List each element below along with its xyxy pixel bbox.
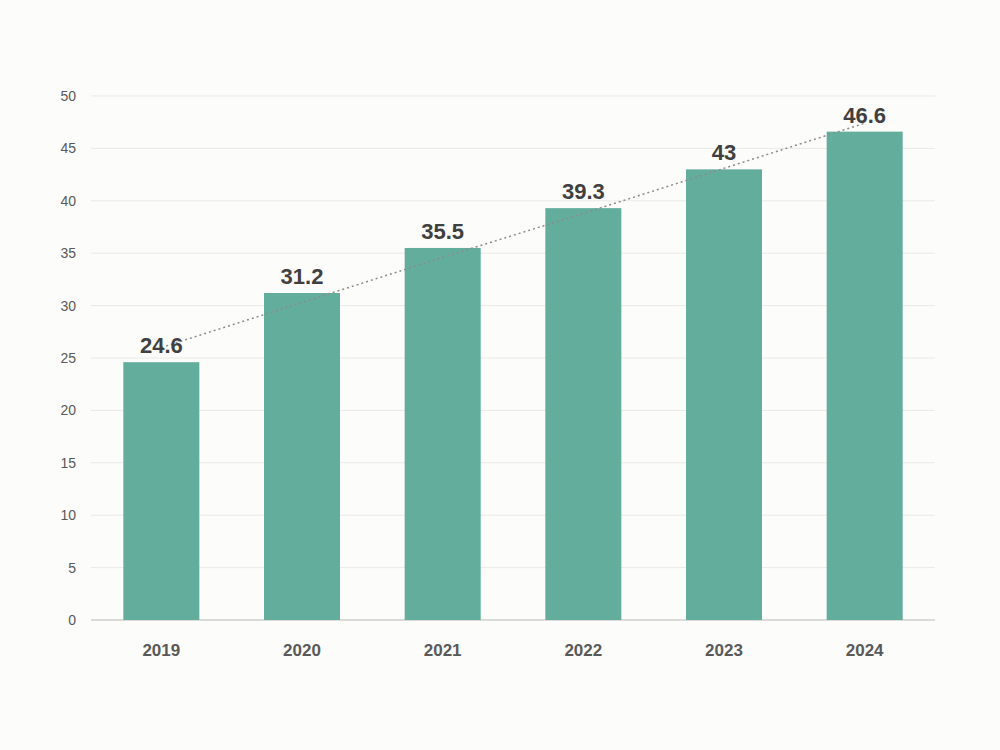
grid-line: [91, 515, 935, 516]
x-tick-label: 2020: [283, 641, 321, 660]
y-tick-label: 40: [60, 193, 76, 209]
x-tick-label: 2023: [705, 641, 743, 660]
grid-line: [91, 305, 935, 306]
grid: [91, 96, 935, 620]
x-axis-line: [91, 620, 935, 621]
y-tick-label: 35: [60, 245, 76, 261]
x-tick-label: 2019: [142, 641, 180, 660]
data-label: 35.5: [421, 219, 464, 244]
x-tick-label: 2022: [564, 641, 602, 660]
data-label: 31.2: [281, 264, 324, 289]
bar: [686, 169, 762, 620]
grid-line: [91, 358, 935, 359]
grid-line: [91, 410, 935, 411]
y-tick-label: 15: [60, 455, 76, 471]
bar: [264, 293, 340, 620]
bar: [827, 132, 903, 620]
y-tick-label: 5: [68, 560, 76, 576]
y-tick-label: 25: [60, 350, 76, 366]
grid-line: [91, 567, 935, 568]
y-tick-label: 0: [68, 612, 76, 628]
data-label: 43: [712, 140, 736, 165]
bar: [123, 362, 199, 620]
grid-line: [91, 620, 935, 621]
grid-line: [91, 200, 935, 201]
data-labels: 24.6 31.2 35.5 39.3 43 46.6: [140, 103, 886, 359]
bar: [545, 208, 621, 620]
grid-line: [91, 148, 935, 149]
trend-line: [161, 123, 864, 347]
y-tick-label: 20: [60, 402, 76, 418]
data-label: 39.3: [562, 179, 605, 204]
x-tick-label: 2024: [846, 641, 884, 660]
grid-line: [91, 96, 935, 97]
y-tick-label: 30: [60, 298, 76, 314]
grid-line: [91, 253, 935, 254]
chart: 0 5 10 15 20 25 30 35 40 45 50 2019 2020 2021 2022 2023…: [0, 0, 1000, 750]
x-tick-label: 2021: [424, 641, 462, 660]
data-label: 24.6: [140, 333, 183, 358]
bar: [405, 248, 481, 620]
data-label: 46.6: [843, 103, 886, 128]
y-tick-label: 50: [60, 88, 76, 104]
y-tick-label: 10: [60, 507, 76, 523]
y-tick-label: 45: [60, 140, 76, 156]
grid-line: [91, 462, 935, 463]
marks: [123, 123, 902, 620]
background: [0, 0, 1000, 750]
